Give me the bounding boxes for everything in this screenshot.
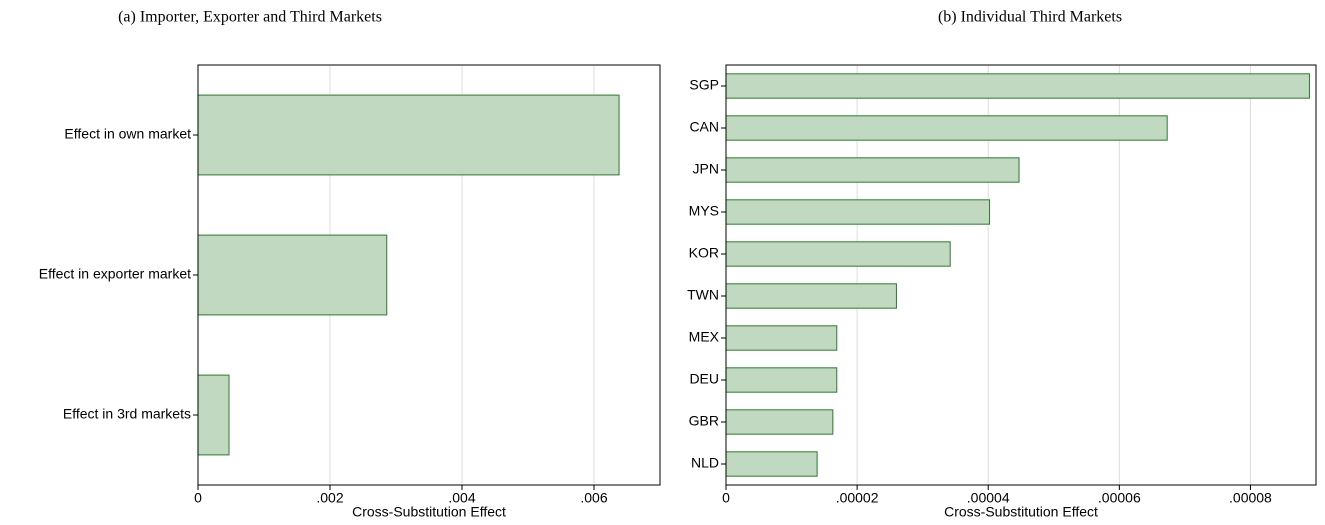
x-axis-label: Cross-Substitution Effect bbox=[944, 504, 1098, 520]
bar bbox=[725, 241, 951, 267]
x-tick-label: .002 bbox=[316, 490, 343, 506]
bar bbox=[725, 157, 1020, 183]
y-tick-label: MEX bbox=[689, 329, 720, 345]
y-tick-label: Effect in 3rd markets bbox=[63, 406, 191, 422]
bar bbox=[725, 73, 1310, 99]
x-tick-label: .00002 bbox=[836, 490, 879, 506]
y-tick-label: TWN bbox=[687, 287, 719, 303]
x-tick-label: 0 bbox=[194, 490, 202, 506]
bar bbox=[197, 234, 388, 316]
y-tick-label: JPN bbox=[693, 161, 719, 177]
bar bbox=[725, 325, 838, 351]
bar bbox=[725, 115, 1168, 141]
bar bbox=[197, 374, 230, 456]
x-tick-label: .004 bbox=[448, 490, 475, 506]
x-tick-label: .006 bbox=[580, 490, 607, 506]
bar bbox=[725, 451, 818, 477]
y-tick-label: Effect in own market bbox=[64, 126, 191, 142]
y-tick-label: SGP bbox=[689, 77, 719, 93]
bar bbox=[197, 94, 620, 176]
x-tick-label: .00004 bbox=[967, 490, 1010, 506]
x-tick-label: 0 bbox=[722, 490, 730, 506]
bar bbox=[725, 409, 834, 435]
bar bbox=[725, 199, 991, 225]
x-tick-label: .00006 bbox=[1098, 490, 1141, 506]
y-tick-label: MYS bbox=[689, 203, 719, 219]
bar bbox=[725, 283, 897, 309]
x-axis-label: Cross-Substitution Effect bbox=[352, 504, 506, 520]
plot-frame bbox=[725, 64, 1317, 486]
y-tick-label: Effect in exporter market bbox=[39, 266, 191, 282]
chart-title: (a) Importer, Exporter and Third Markets bbox=[118, 9, 382, 26]
y-tick-label: GBR bbox=[689, 413, 719, 429]
y-tick-label: NLD bbox=[691, 455, 719, 471]
y-tick-label: KOR bbox=[689, 245, 719, 261]
y-tick-label: DEU bbox=[689, 371, 719, 387]
y-tick-label: CAN bbox=[689, 119, 719, 135]
chart-title: (b) Individual Third Markets bbox=[938, 9, 1122, 26]
plot-frame bbox=[197, 64, 661, 486]
x-tick-label: .00008 bbox=[1229, 490, 1272, 506]
bar bbox=[725, 367, 838, 393]
